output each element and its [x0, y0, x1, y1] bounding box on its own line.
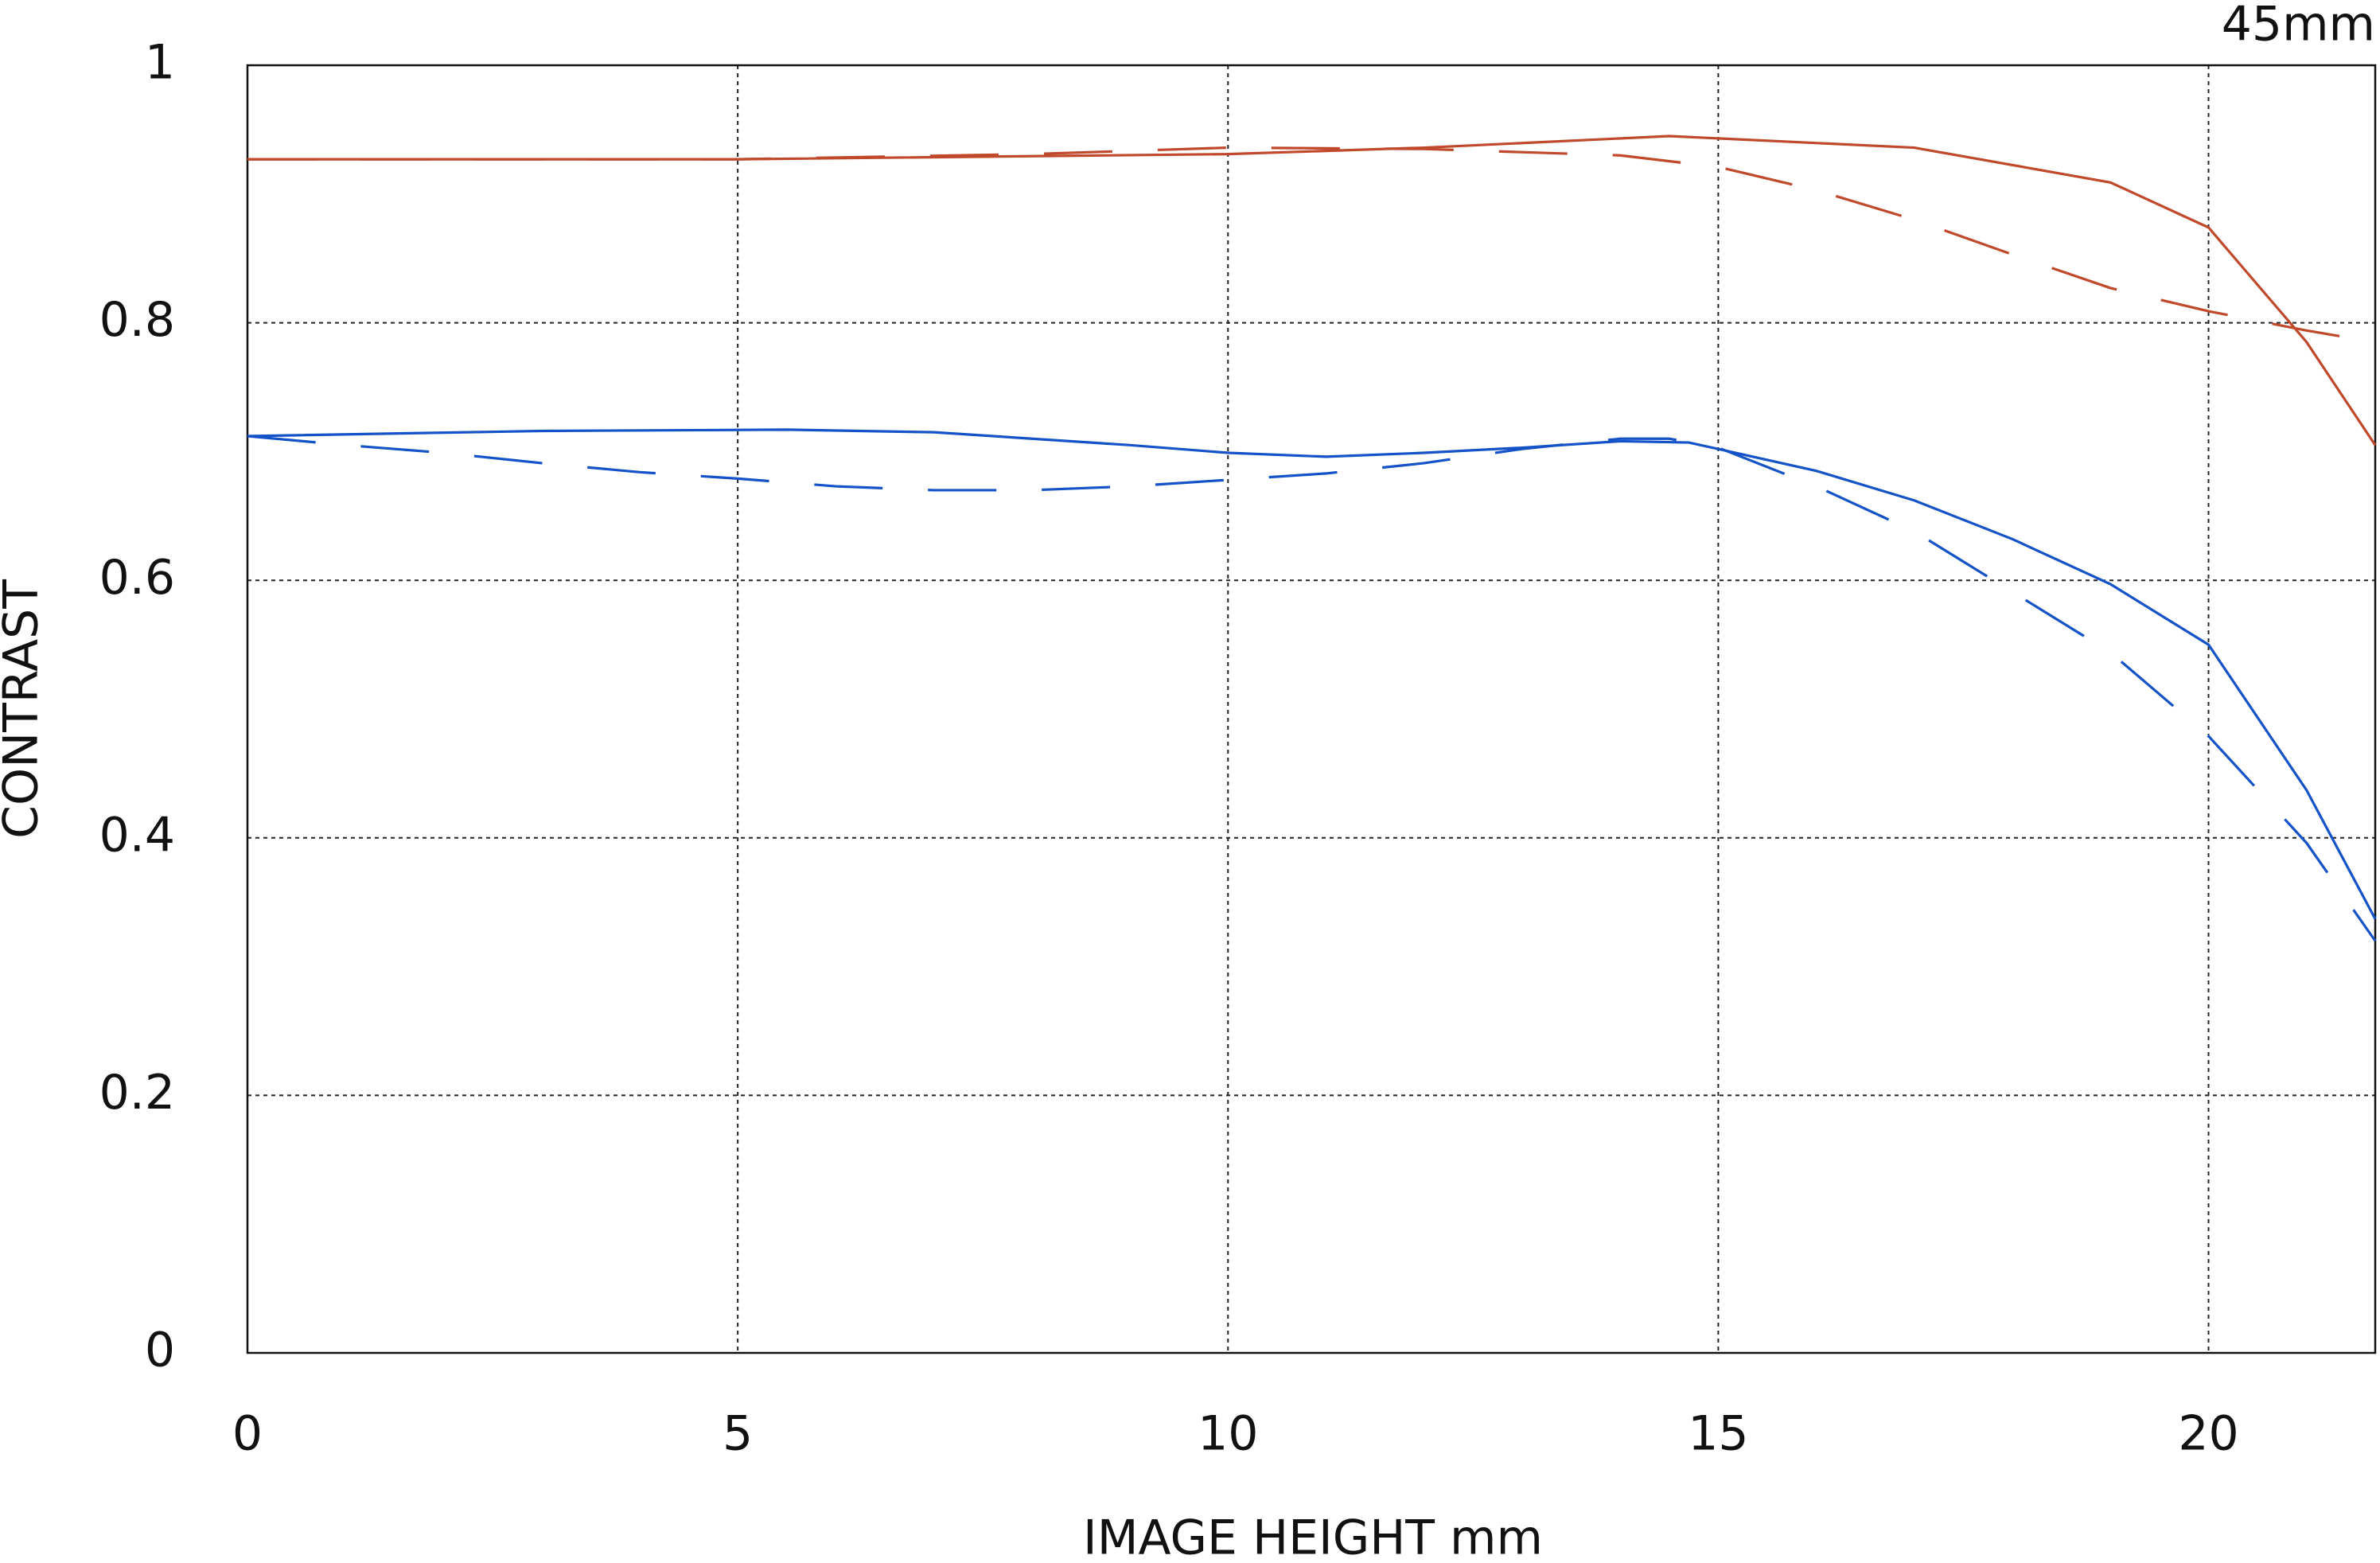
y-tick-label: 0 [145, 1323, 175, 1378]
y-tick-label: 0.6 [99, 550, 175, 606]
x-tick-label: 0 [232, 1406, 263, 1462]
x-tick-label: 20 [2178, 1406, 2238, 1462]
y-tick-label: 1 [145, 35, 175, 91]
series-line [247, 146, 2376, 344]
y-axis-title: CONTRAST [0, 579, 49, 839]
series-line [247, 134, 2377, 446]
y-tick-label: 0.4 [99, 807, 175, 863]
x-tick-label: 15 [1688, 1406, 1748, 1462]
x-tick-label: 5 [723, 1406, 753, 1462]
series-line [247, 435, 2377, 942]
annotation: 45mm [2222, 0, 2375, 53]
y-tick-label: 0.8 [99, 292, 175, 348]
series-line [247, 428, 2377, 920]
x-tick-label: 10 [1198, 1406, 1258, 1462]
plot-frame [246, 64, 2377, 1354]
y-tick-label: 0.2 [99, 1065, 175, 1121]
x-axis-title: IMAGE HEIGHT mm [1083, 1510, 1543, 1563]
